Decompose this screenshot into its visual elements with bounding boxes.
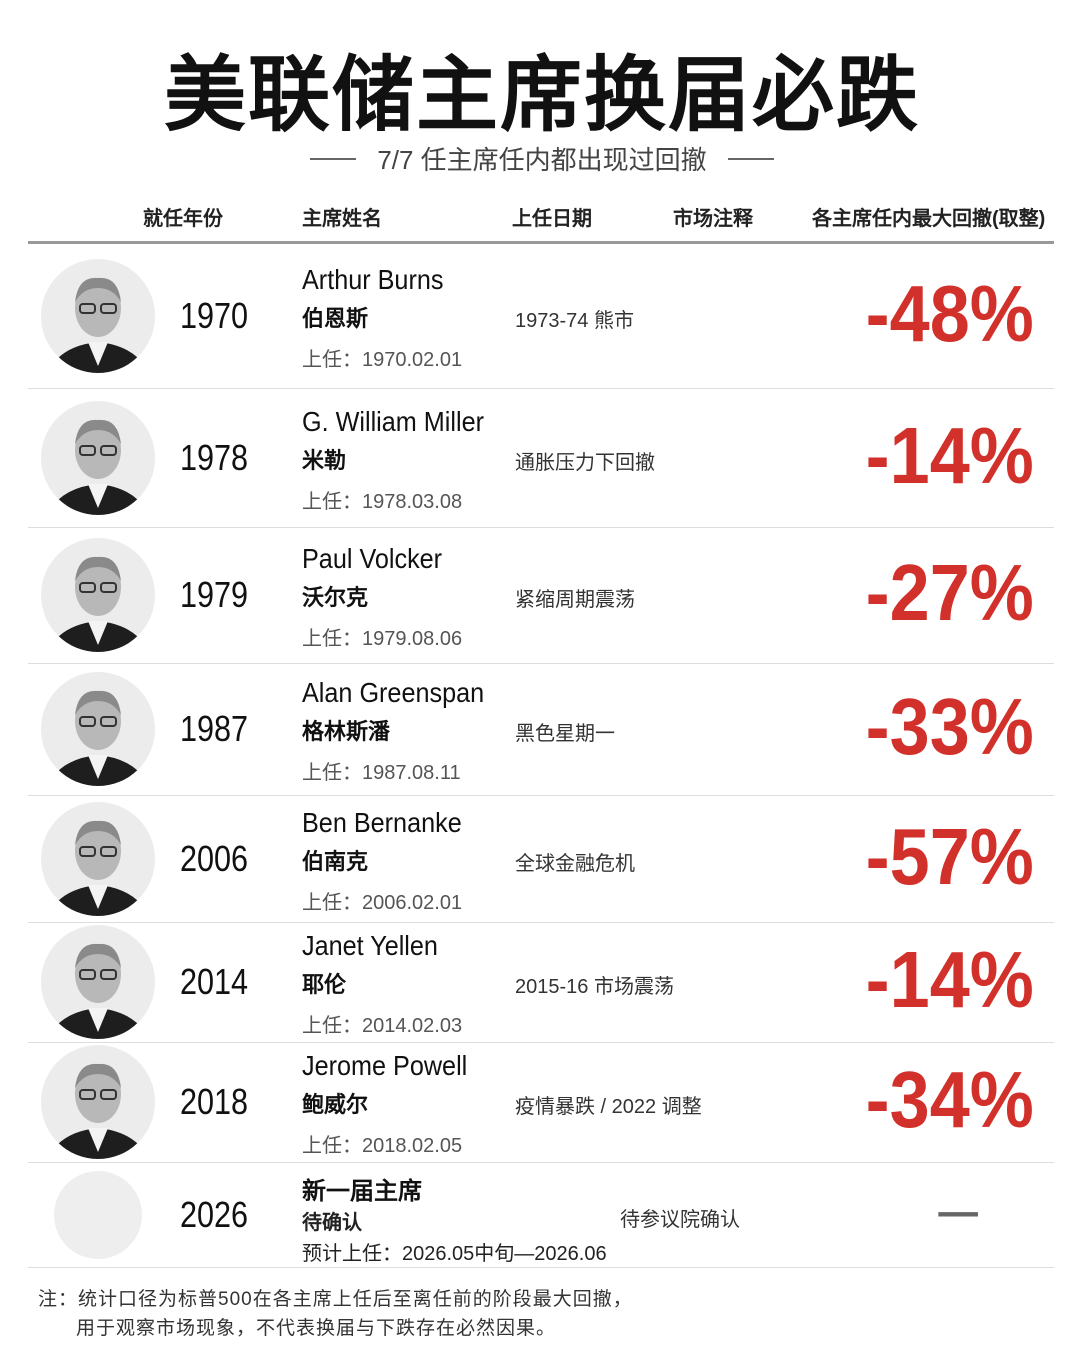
year: 1987 (180, 708, 249, 749)
market-note: 待参议院确认 (620, 1208, 740, 1231)
column-header: 就任年份 (143, 208, 223, 230)
market-note: 疫情暴跌 / 2022 调整 (515, 1096, 702, 1118)
start-date: 上任：2006.02.01 (302, 891, 463, 914)
name-cn: 沃尔克 (302, 585, 369, 610)
name-cn: 伯南克 (302, 848, 369, 874)
drawdown: -48% (865, 269, 1034, 358)
start-date: 上任：2014.02.03 (302, 1015, 463, 1037)
portrait (41, 538, 155, 652)
name-en: Alan Greenspan (302, 677, 485, 708)
portrait (54, 1170, 142, 1259)
portrait (41, 925, 155, 1039)
title: 美联储主席换届必跌 (163, 50, 920, 141)
drawdown: -27% (865, 548, 1034, 637)
drawdown: -14% (865, 935, 1034, 1024)
footnote: 用于观察市场现象，不代表换届与下跌存在必然因果。 (76, 1318, 557, 1339)
portrait (41, 400, 155, 515)
row-separator (28, 922, 1054, 923)
year: 2014 (180, 961, 249, 1002)
name-en: 新一届主席 (302, 1177, 422, 1205)
column-header: 市场注释 (673, 208, 753, 230)
portrait (41, 801, 155, 916)
row-separator (28, 388, 1054, 389)
market-note: 通胀压力下回撤 (515, 451, 655, 474)
portrait (41, 1045, 155, 1159)
market-note: 1973-74 熊市 (515, 310, 634, 332)
name-en: G. William Miller (302, 405, 484, 437)
market-note: 2015-16 市场震荡 (515, 976, 674, 998)
name-cn: 待确认 (302, 1211, 362, 1234)
footnote: 注：统计口径为标普500在各主席上任后至离任前的阶段最大回撤， (38, 1289, 633, 1310)
column-header: 各主席任内最大回撤(取整) (812, 208, 1046, 230)
portrait (41, 259, 155, 373)
drawdown: — (938, 1186, 978, 1236)
drawdown: -34% (865, 1055, 1034, 1144)
row-separator (28, 1162, 1054, 1163)
column-header: 上任日期 (512, 208, 592, 230)
name-cn: 鲍威尔 (302, 1092, 369, 1117)
start-date: 上任：1978.03.08 (302, 490, 463, 513)
start-date: 上任：2018.02.05 (302, 1135, 463, 1157)
row-separator (28, 663, 1054, 664)
start-date: 预计上任：2026.05中旬—2026.06 (302, 1242, 607, 1265)
year: 1979 (180, 574, 249, 615)
year: 2026 (180, 1193, 249, 1235)
subtitle: 7/7 任主席任内都出现过回撤 (377, 145, 707, 175)
name-en: Paul Volcker (302, 543, 443, 574)
drawdown: -14% (865, 410, 1034, 500)
name-en: Ben Bernanke (302, 806, 462, 838)
year: 2006 (180, 837, 249, 879)
name-cn: 伯恩斯 (302, 306, 369, 331)
name-en: Jerome Powell (302, 1050, 468, 1081)
row-separator (28, 1267, 1054, 1268)
name-cn: 格林斯潘 (302, 719, 391, 744)
market-note: 紧缩周期震荡 (515, 589, 635, 611)
start-date: 上任：1970.02.01 (302, 349, 463, 371)
start-date: 上任：1979.08.06 (302, 628, 463, 650)
name-cn: 米勒 (302, 447, 347, 473)
market-note: 全球金融危机 (515, 852, 635, 875)
row-separator (28, 527, 1054, 528)
year: 1978 (180, 436, 249, 478)
column-header: 主席姓名 (302, 208, 382, 230)
year: 1970 (180, 295, 249, 336)
drawdown: -57% (865, 811, 1034, 901)
drawdown: -33% (865, 682, 1034, 771)
name-en: Janet Yellen (302, 930, 438, 961)
portrait (41, 672, 155, 786)
year: 2018 (180, 1081, 249, 1122)
divider (310, 158, 356, 160)
row-separator (28, 1042, 1054, 1043)
header-rule (28, 241, 1054, 244)
name-en: Arthur Burns (302, 264, 444, 295)
row-separator (28, 795, 1054, 796)
name-cn: 耶伦 (302, 972, 347, 997)
market-note: 黑色星期一 (515, 723, 615, 745)
divider (728, 158, 774, 160)
start-date: 上任：1987.08.11 (302, 762, 461, 784)
